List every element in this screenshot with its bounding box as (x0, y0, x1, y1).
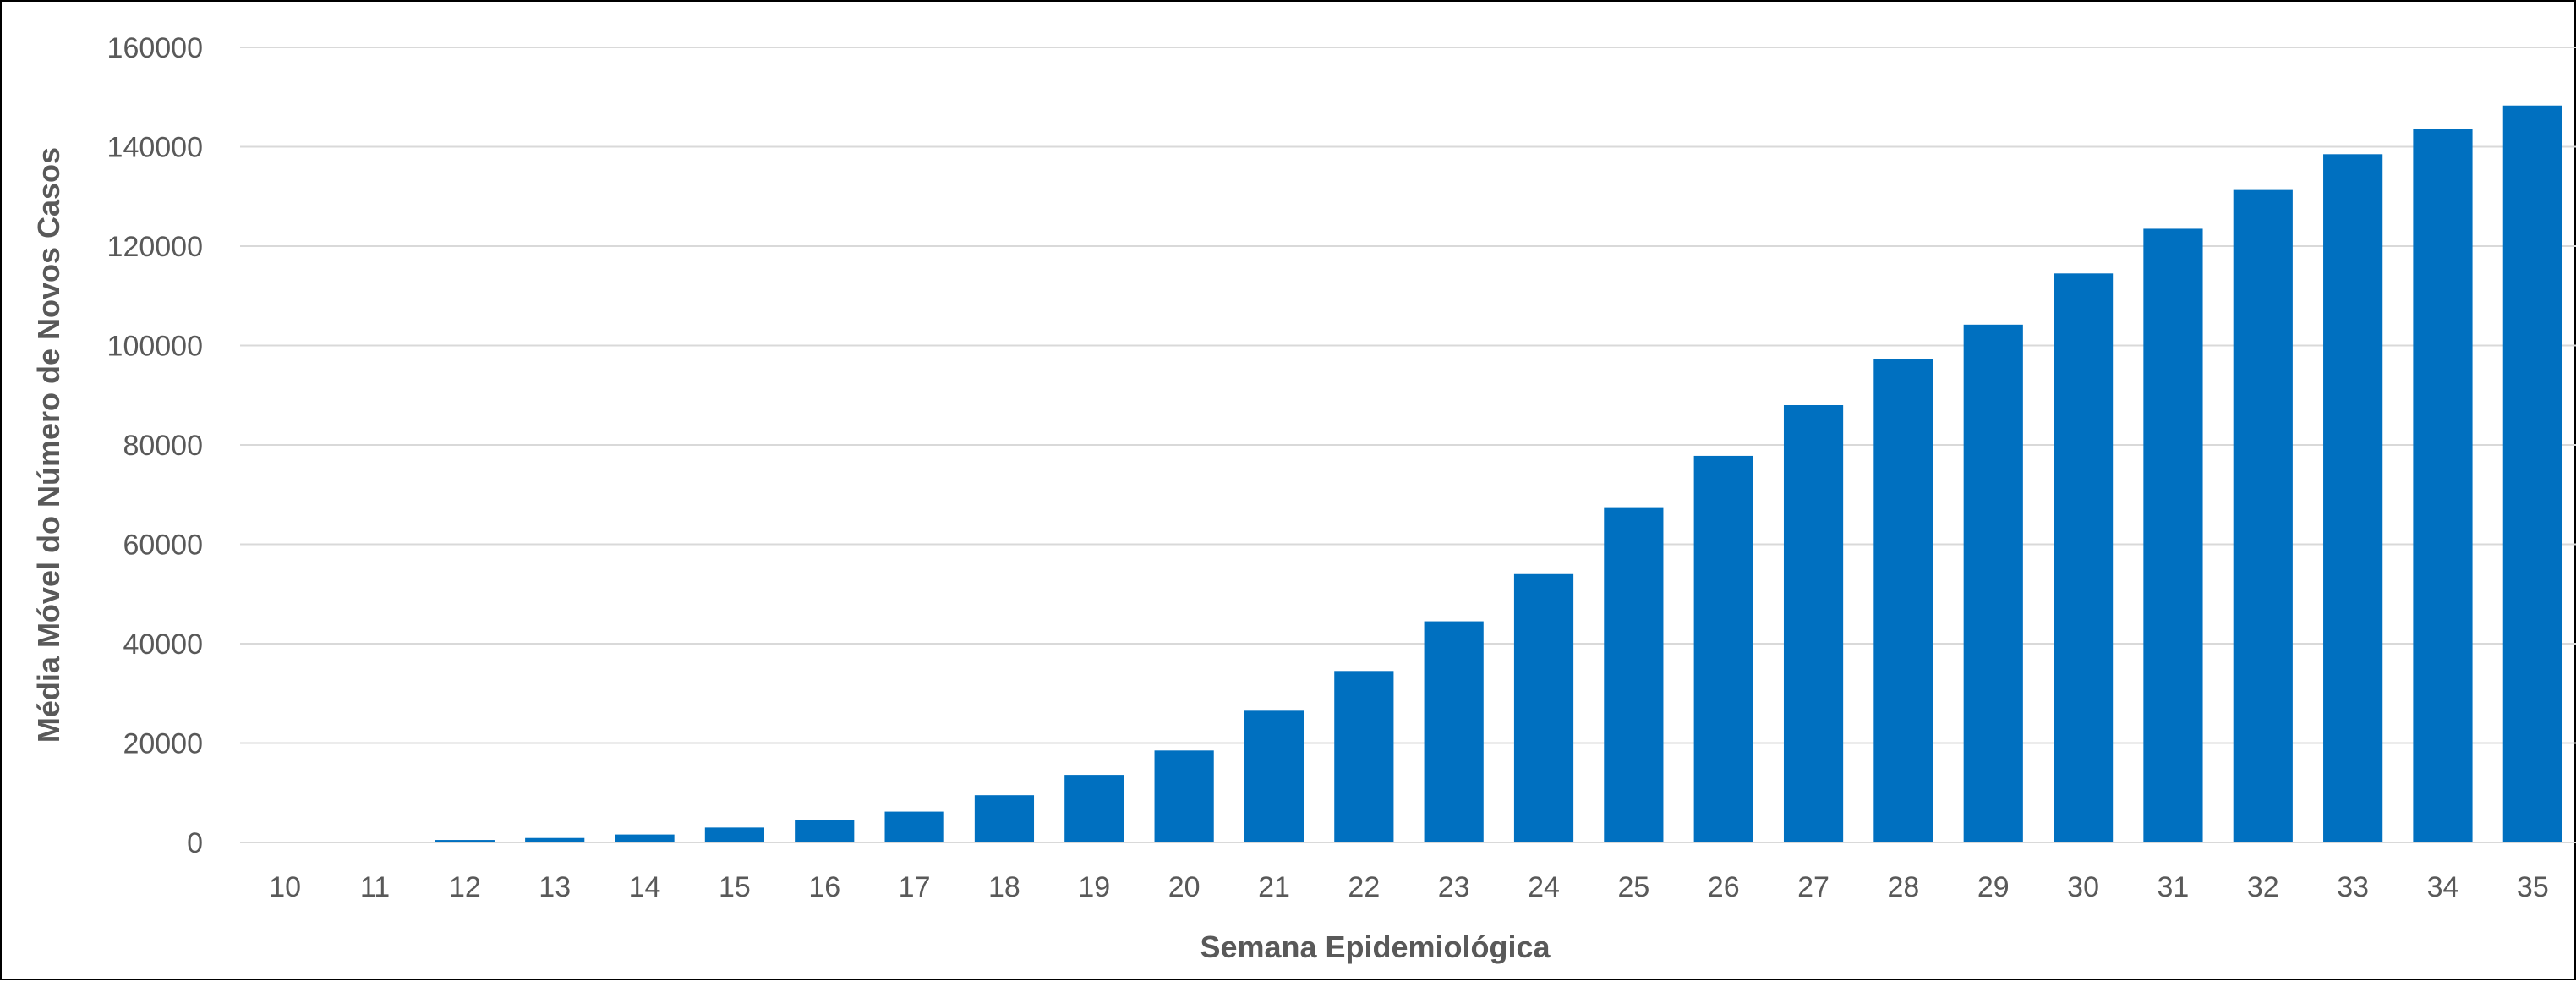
x-tick-label: 24 (1528, 871, 1560, 903)
x-tick-label: 23 (1438, 871, 1470, 903)
gridlines (240, 47, 2576, 842)
x-tick-label: 35 (2517, 871, 2549, 903)
x-tick-label: 15 (719, 871, 751, 903)
x-tick-label: 20 (1168, 871, 1200, 903)
bar-week-21 (1244, 710, 1304, 842)
x-axis-title: Semana Epidemiológica (1200, 930, 1551, 964)
bar-week-25 (1604, 508, 1663, 842)
bar-week-20 (1155, 750, 1214, 842)
x-tick-label: 16 (808, 871, 840, 903)
x-tick-label: 31 (2158, 871, 2190, 903)
x-tick-label: 33 (2337, 871, 2369, 903)
x-tick-label: 30 (2067, 871, 2099, 903)
x-tick-label: 29 (1977, 871, 2010, 903)
bar-week-12 (435, 840, 495, 842)
x-tick-label: 25 (1617, 871, 1649, 903)
y-tick-label: 60000 (123, 529, 203, 562)
x-tick-label: 22 (1348, 871, 1380, 903)
x-tick-label: 11 (360, 871, 390, 903)
y-tick-label: 0 (187, 827, 203, 859)
bar-week-28 (1873, 359, 1933, 842)
bar-week-33 (2323, 154, 2382, 842)
bar-week-19 (1064, 775, 1124, 842)
x-axis-ticks: 10 11 12 13 14 15 16 17 18 19 20 21 22 23 24 25 26 27 28 29… (269, 871, 2548, 903)
bar-week-24 (1514, 574, 1573, 842)
x-tick-label: 14 (629, 871, 661, 903)
y-tick-label: 40000 (123, 628, 203, 661)
bar-week-14 (615, 835, 674, 842)
bar-week-22 (1334, 671, 1393, 842)
bar-week-29 (1964, 325, 2023, 842)
y-tick-label: 20000 (123, 728, 203, 760)
bar-week-26 (1694, 456, 1753, 842)
x-tick-label: 18 (988, 871, 1020, 903)
bar-week-30 (2054, 273, 2113, 842)
y-tick-label: 140000 (107, 132, 203, 164)
x-tick-label: 26 (1708, 871, 1740, 903)
x-tick-label: 28 (1887, 871, 1919, 903)
y-axis-title: Média Móvel do Número de Novos Casos (31, 147, 66, 743)
x-tick-label: 27 (1797, 871, 1829, 903)
y-tick-label: 80000 (123, 430, 203, 462)
x-tick-label: 32 (2247, 871, 2279, 903)
x-tick-label: 12 (449, 871, 481, 903)
x-tick-label: 13 (539, 871, 571, 903)
bar-week-18 (975, 795, 1034, 842)
bar-week-35 (2503, 106, 2562, 842)
y-tick-label: 100000 (107, 331, 203, 363)
x-tick-label: 10 (269, 871, 301, 903)
x-tick-label: 21 (1258, 871, 1290, 903)
x-tick-label: 19 (1078, 871, 1110, 903)
y-axis-ticks: 0 20000 40000 60000 80000 100000 120000 140000 1… (107, 32, 203, 859)
bar-week-15 (705, 827, 764, 842)
x-tick-label: 17 (899, 871, 931, 903)
y-tick-label: 160000 (107, 32, 203, 64)
x-tick-label: 34 (2427, 871, 2459, 903)
y-tick-label: 120000 (107, 231, 203, 263)
bar-week-16 (795, 820, 854, 842)
bar-week-32 (2234, 190, 2293, 842)
bar-week-34 (2413, 129, 2472, 842)
bar-week-23 (1425, 622, 1484, 842)
bar-week-13 (525, 838, 584, 842)
bar-week-31 (2143, 228, 2202, 842)
bar-week-27 (1784, 405, 1843, 842)
bars (255, 106, 2562, 842)
bar-week-17 (885, 812, 944, 842)
